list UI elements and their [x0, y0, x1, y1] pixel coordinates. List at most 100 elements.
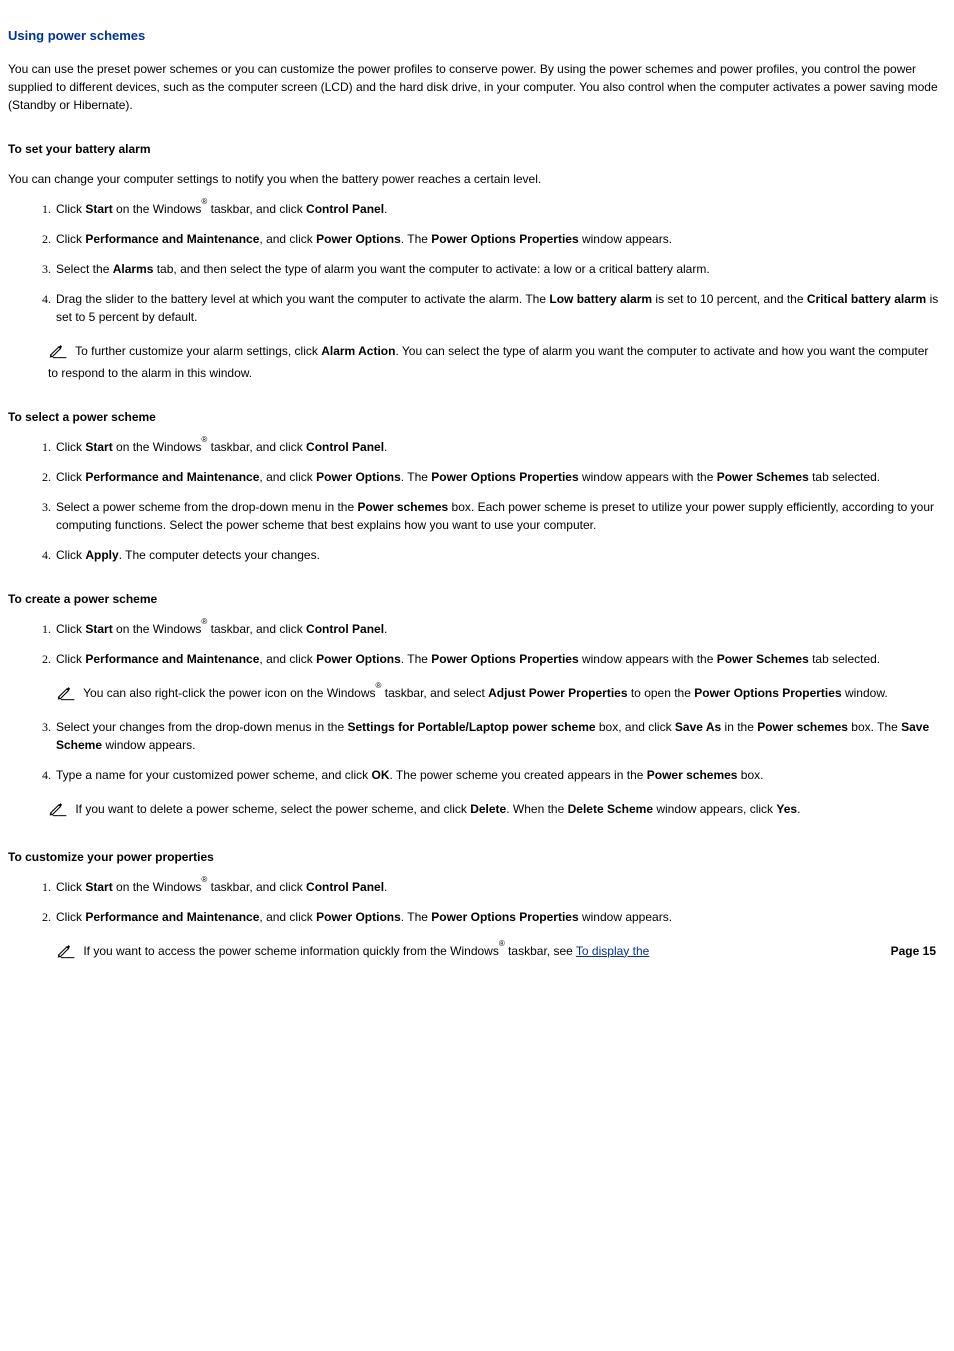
- text: , and click: [259, 910, 316, 924]
- text: Select a power scheme from the drop-down…: [56, 500, 358, 514]
- text: window appears.: [102, 738, 195, 752]
- text: Save As: [675, 720, 721, 734]
- text: Type a name for your customized power sc…: [56, 768, 371, 782]
- text: box. The: [848, 720, 901, 734]
- list-item: Click Performance and Maintenance, and c…: [54, 650, 946, 706]
- text: Control Panel: [306, 202, 384, 216]
- list-item: Click Apply. The computer detects your c…: [54, 546, 946, 564]
- text: Low battery alarm: [549, 292, 652, 306]
- text: Power Options: [316, 910, 401, 924]
- battery-alarm-paragraph: You can change your computer settings to…: [8, 170, 946, 188]
- text: Power Options Properties: [431, 910, 578, 924]
- text: Click: [56, 202, 85, 216]
- text: . The: [401, 652, 431, 666]
- pencil-note-icon: [48, 343, 68, 364]
- list-item: Click Performance and Maintenance, and c…: [54, 468, 946, 486]
- battery-alarm-heading: To set your battery alarm: [8, 140, 946, 158]
- list-item: Click Start on the Windows® taskbar, and…: [54, 438, 946, 456]
- text: Start: [85, 202, 112, 216]
- text: box.: [737, 768, 763, 782]
- text: on the Windows: [113, 880, 202, 894]
- text: . The: [401, 470, 431, 484]
- customize-properties-heading: To customize your power properties: [8, 848, 946, 866]
- text: Power Options: [316, 652, 401, 666]
- text: window appears with the: [579, 470, 717, 484]
- text: Power schemes: [757, 720, 848, 734]
- intro-paragraph: You can use the preset power schemes or …: [8, 60, 946, 114]
- text: You can also right-click the power icon …: [80, 686, 376, 700]
- alarm-note: To further customize your alarm settings…: [8, 342, 946, 382]
- display-power-icon-link[interactable]: To display the: [576, 944, 649, 958]
- text: Adjust Power Properties: [488, 686, 627, 700]
- pencil-note-icon: [48, 801, 68, 822]
- text: Click: [56, 470, 85, 484]
- text: To further customize your alarm settings…: [72, 344, 321, 358]
- text: Power Options Properties: [431, 652, 578, 666]
- text: window appears.: [579, 232, 672, 246]
- page-number: Page 15: [891, 942, 936, 960]
- text: Performance and Maintenance: [85, 910, 259, 924]
- text: .: [797, 802, 800, 816]
- pencil-note-icon: [56, 685, 76, 706]
- page-title: Using power schemes: [8, 26, 946, 46]
- list-item: Click Performance and Maintenance, and c…: [54, 230, 946, 248]
- text: Click: [56, 622, 85, 636]
- text: tab selected.: [809, 470, 880, 484]
- text: taskbar, and click: [207, 440, 306, 454]
- text: .: [384, 440, 387, 454]
- create-scheme-heading: To create a power scheme: [8, 590, 946, 608]
- text: Start: [85, 880, 112, 894]
- text: on the Windows: [113, 202, 202, 216]
- text: window appears with the: [579, 652, 717, 666]
- text: Power schemes: [358, 500, 449, 514]
- text: Click: [56, 880, 85, 894]
- text: taskbar, and click: [207, 880, 306, 894]
- text: Control Panel: [306, 440, 384, 454]
- text: Start: [85, 440, 112, 454]
- text: Alarms: [113, 262, 154, 276]
- pencil-note-icon: [56, 943, 76, 964]
- text: Click: [56, 440, 85, 454]
- text: Start: [85, 622, 112, 636]
- text: Control Panel: [306, 622, 384, 636]
- text: If you want to delete a power scheme, se…: [72, 802, 470, 816]
- text: . The: [401, 232, 431, 246]
- text: taskbar, see: [505, 944, 576, 958]
- text: taskbar, and click: [207, 622, 306, 636]
- text: .: [384, 622, 387, 636]
- text: , and click: [259, 470, 316, 484]
- text: taskbar, and select: [381, 686, 488, 700]
- text: .: [384, 202, 387, 216]
- text: Power Options: [316, 232, 401, 246]
- list-item: Click Start on the Windows® taskbar, and…: [54, 878, 946, 896]
- text: is set to 10 percent, and the: [652, 292, 807, 306]
- delete-scheme-note: If you want to delete a power scheme, se…: [8, 800, 946, 822]
- text: Power Options Properties: [694, 686, 841, 700]
- text: window appears, click: [653, 802, 776, 816]
- list-item: Click Start on the Windows® taskbar, and…: [54, 200, 946, 218]
- create-scheme-steps: Click Start on the Windows® taskbar, and…: [8, 620, 946, 784]
- text: Control Panel: [306, 880, 384, 894]
- select-scheme-steps: Click Start on the Windows® taskbar, and…: [8, 438, 946, 564]
- text: Critical battery alarm: [807, 292, 926, 306]
- text: Delete Scheme: [568, 802, 653, 816]
- text: Settings for Portable/Laptop power schem…: [348, 720, 596, 734]
- text: to open the: [628, 686, 695, 700]
- text: window appears.: [579, 910, 672, 924]
- text: , and click: [259, 232, 316, 246]
- text: Power Schemes: [717, 470, 809, 484]
- text: , and click: [259, 652, 316, 666]
- text: Select the: [56, 262, 113, 276]
- text: . When the: [506, 802, 567, 816]
- text: window.: [842, 686, 888, 700]
- text: Power Options Properties: [431, 470, 578, 484]
- text: . The power scheme you created appears i…: [389, 768, 646, 782]
- text: Drag the slider to the battery level at …: [56, 292, 549, 306]
- text: .: [384, 880, 387, 894]
- text: Alarm Action: [321, 344, 395, 358]
- text: Click: [56, 910, 85, 924]
- text: If you want to access the power scheme i…: [80, 944, 499, 958]
- text: taskbar, and click: [207, 202, 306, 216]
- text: tab, and then select the type of alarm y…: [153, 262, 709, 276]
- select-scheme-heading: To select a power scheme: [8, 408, 946, 426]
